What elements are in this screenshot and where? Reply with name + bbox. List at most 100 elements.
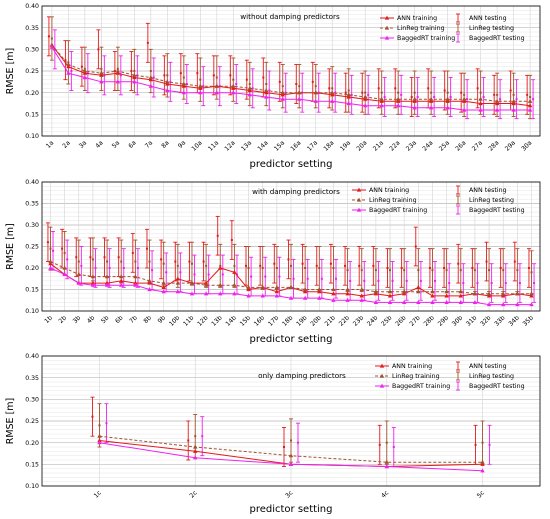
x-tick-label: 29b: [437, 314, 450, 327]
data-point-marker: [330, 98, 335, 103]
legend-label: ANN testing: [469, 15, 507, 22]
error-point: [283, 446, 285, 448]
x-tick-label: 14b: [225, 314, 238, 327]
error-point: [122, 267, 125, 269]
data-point-marker: [165, 88, 170, 93]
error-point: [235, 83, 238, 85]
data-point-marker: [331, 287, 336, 292]
y-tick-label: 0.25: [25, 418, 39, 425]
data-point-marker: [181, 81, 187, 86]
data-point-marker: [115, 68, 121, 73]
error-point: [151, 269, 154, 272]
data-point-marker: [232, 269, 237, 274]
data-point-marker: [428, 98, 434, 103]
data-point-marker: [478, 101, 483, 106]
data-point-marker: [193, 444, 198, 449]
data-point-marker: [444, 293, 449, 298]
error-point: [298, 85, 301, 88]
error-point: [251, 87, 254, 90]
x-tick-label: 2b: [58, 314, 69, 325]
error-point: [416, 96, 419, 98]
data-point-marker: [373, 291, 379, 296]
data-point-marker: [472, 300, 478, 304]
legend: ANN training LinReg training BaggedRT trai…: [352, 185, 525, 215]
error-point: [100, 67, 103, 70]
error-point: [196, 72, 199, 75]
error-point: [530, 271, 533, 274]
data-point-marker: [218, 265, 223, 270]
data-point-marker: [48, 265, 53, 270]
x-tick-label: 20b: [309, 314, 322, 327]
error-point: [344, 91, 347, 94]
error-point: [315, 264, 318, 267]
error-point: [80, 264, 83, 267]
data-point-marker: [132, 72, 137, 77]
error-point: [261, 267, 264, 269]
x-tick-label: 4a: [94, 139, 105, 150]
x-tick-label: 23b: [352, 314, 365, 327]
error-point: [50, 37, 53, 40]
y-tick-label: 0.15: [25, 287, 39, 294]
error-point: [515, 98, 518, 101]
data-point-marker: [486, 291, 492, 296]
legend-label: LinReg training: [369, 197, 417, 204]
legend-marker: [384, 25, 390, 30]
data-point-marker: [218, 291, 223, 296]
data-point-marker: [527, 107, 533, 112]
data-point-marker: [82, 68, 88, 73]
data-point-marker: [181, 90, 187, 95]
data-point-marker: [76, 272, 81, 277]
error-point: [367, 93, 370, 96]
data-point-marker: [359, 287, 364, 292]
error-point: [281, 85, 284, 88]
data-point-marker: [480, 459, 485, 464]
error-point: [383, 96, 386, 98]
x-tick-label: 28a: [487, 139, 500, 152]
error-point: [474, 443, 477, 446]
error-point: [481, 441, 484, 444]
error-point: [488, 269, 491, 272]
error-point: [131, 251, 134, 254]
error-point: [103, 256, 106, 259]
data-point-marker: [232, 291, 237, 296]
error-point: [527, 267, 530, 269]
error-point: [94, 267, 97, 269]
error-point: [179, 72, 182, 75]
y-tick-label: 0.25: [25, 244, 39, 251]
error-point: [358, 264, 361, 267]
axes-frame: [41, 5, 541, 137]
data-point-marker: [260, 284, 265, 289]
error-point: [413, 91, 416, 94]
data-point-marker: [189, 291, 195, 296]
x-axis-label: predictor setting: [249, 159, 332, 170]
x-tick-label: 26a: [454, 139, 467, 152]
data-point-marker: [461, 98, 467, 103]
error-point: [190, 262, 193, 265]
error-point: [188, 260, 191, 263]
data-point-marker: [480, 461, 485, 466]
data-point-marker: [363, 103, 368, 108]
error-point: [221, 273, 224, 276]
error-point: [182, 76, 185, 79]
x-tick-label: 15b: [239, 314, 252, 327]
error-point: [466, 98, 469, 101]
error-point: [290, 264, 292, 267]
series-baggedrt-training: [48, 265, 534, 307]
data-point-marker: [297, 90, 302, 95]
x-tick-label: 25b: [380, 314, 393, 327]
data-point-marker: [412, 98, 417, 103]
error-point: [77, 260, 80, 263]
error-point: [391, 279, 394, 282]
error-point: [518, 282, 521, 285]
error-point: [496, 93, 499, 96]
error-point: [360, 269, 363, 272]
data-point-marker: [359, 297, 364, 302]
data-point-marker: [280, 96, 285, 101]
data-point-marker: [346, 92, 351, 97]
x-tick-label: 5c: [476, 489, 487, 500]
data-point-marker: [416, 300, 421, 304]
error-point: [430, 91, 433, 94]
x-tick-label: 12a: [223, 139, 236, 152]
x-tick-label: 14a: [256, 139, 269, 152]
data-point-marker: [260, 293, 265, 298]
